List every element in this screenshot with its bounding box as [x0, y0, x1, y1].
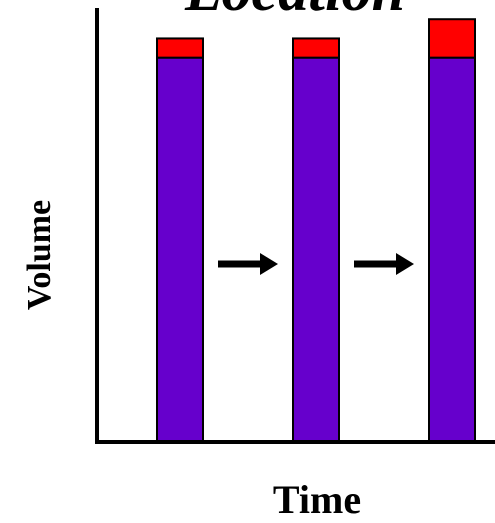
arrow-right-icon [218, 253, 278, 275]
bar-top-segment [292, 37, 340, 59]
bar-base-segment [156, 56, 204, 444]
chart-title: Location [184, 0, 405, 23]
arrow-group [218, 253, 414, 275]
bar-base-segment [292, 56, 340, 444]
bar-group [156, 18, 476, 444]
y-axis-label: Volume [21, 200, 58, 310]
bar-base-segment [428, 56, 476, 444]
arrow-right-icon [354, 253, 414, 275]
bar-top-segment [428, 18, 476, 59]
x-axis-label: Time [273, 477, 361, 522]
bar-top-segment [156, 37, 204, 59]
